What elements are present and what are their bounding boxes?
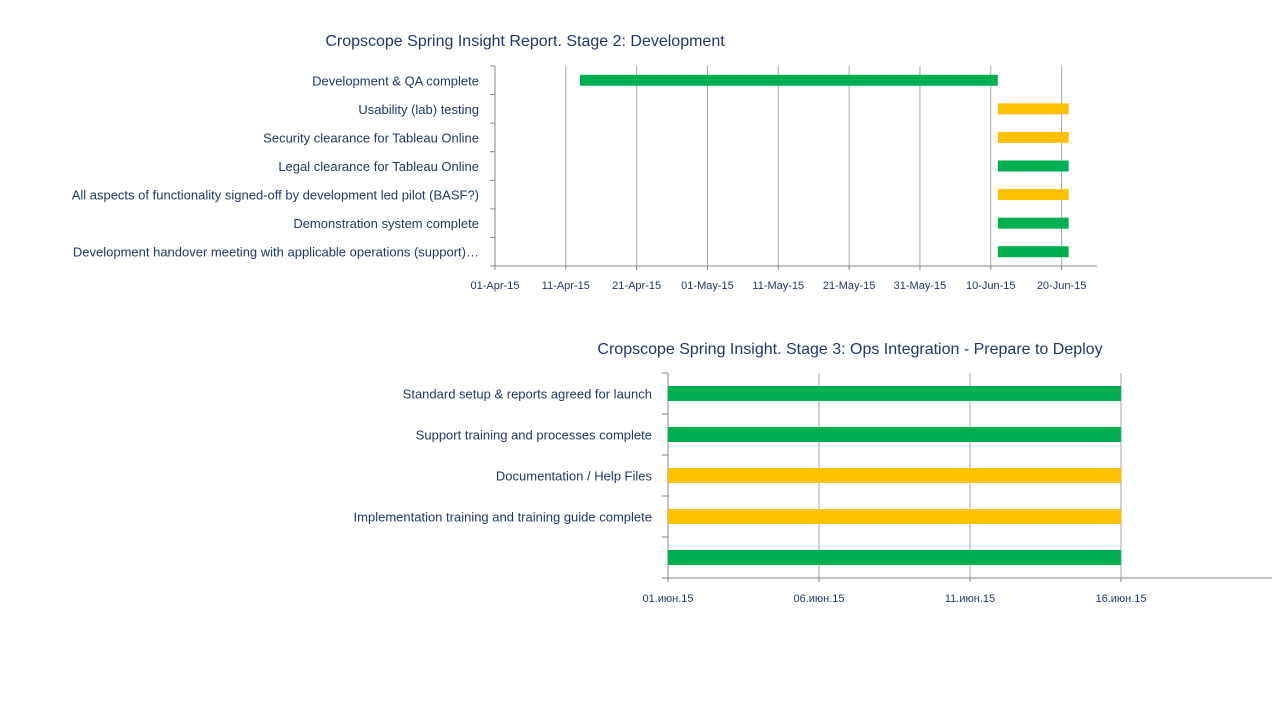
- task-label: Usability (lab) testing: [358, 102, 479, 117]
- x-tick-label: 01.июн.15: [642, 593, 693, 605]
- task-bar: [997, 217, 1069, 229]
- task-label: Development & QA complete: [312, 73, 479, 88]
- task-bar: [997, 160, 1069, 172]
- task-label: Legal clearance for Tableau Online: [278, 159, 479, 174]
- x-tick-label: 21-Apr-15: [612, 280, 661, 292]
- task-label: Demonstration system complete: [293, 216, 479, 231]
- task-label: Implementation training and training gui…: [354, 510, 652, 525]
- task-bar: [997, 246, 1069, 258]
- x-tick-label: 10-Jun-15: [966, 280, 1016, 292]
- task-bar: [997, 131, 1069, 143]
- task-bar: [668, 468, 1121, 483]
- task-bar: [668, 509, 1121, 524]
- x-tick-label: 11-Apr-15: [542, 280, 590, 292]
- task-label: Security clearance for Tableau Online: [263, 130, 479, 145]
- task-bar: [579, 74, 998, 86]
- task-bar: [997, 103, 1069, 115]
- task-label: Standard setup & reports agreed for laun…: [403, 387, 652, 402]
- task-bar: [668, 386, 1121, 401]
- task-label: Development handover meeting with applic…: [73, 245, 479, 260]
- x-tick-label: 06.июн.15: [793, 593, 844, 605]
- x-tick-label: 01-Apr-15: [471, 280, 520, 292]
- task-label: Documentation / Help Files: [496, 469, 653, 484]
- x-tick-label: 20-Jun-15: [1037, 280, 1087, 292]
- x-tick-label: 21-May-15: [823, 280, 876, 292]
- task-bar: [668, 550, 1121, 565]
- x-tick-label: 16.июн.15: [1095, 593, 1146, 605]
- x-tick-label: 11.июн.15: [945, 593, 995, 605]
- stage-2-development-chart: Cropscope Spring Insight Report. Stage 2…: [72, 33, 1097, 292]
- task-label: Support training and processes complete: [416, 428, 652, 443]
- chart-title: Cropscope Spring Insight. Stage 3: Ops I…: [597, 341, 1102, 358]
- x-tick-label: 31-May-15: [894, 280, 947, 292]
- stage-3-ops-integration-chart: Cropscope Spring Insight. Stage 3: Ops I…: [354, 341, 1272, 605]
- task-bar: [668, 427, 1121, 442]
- x-tick-label: 11-May-15: [752, 280, 804, 292]
- task-bar: [997, 189, 1069, 201]
- x-tick-label: 01-May-15: [681, 280, 734, 292]
- chart-title: Cropscope Spring Insight Report. Stage 2…: [325, 33, 725, 50]
- task-label: All aspects of functionality signed-off …: [72, 188, 479, 203]
